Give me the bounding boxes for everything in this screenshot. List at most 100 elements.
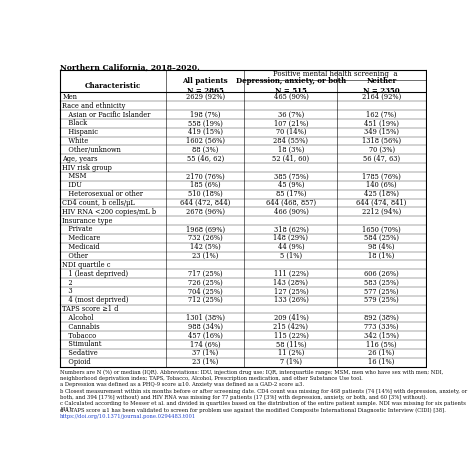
Text: 85 (17%): 85 (17%)	[276, 190, 306, 198]
Text: 116 (5%): 116 (5%)	[366, 341, 397, 349]
Text: IDU: IDU	[63, 181, 82, 189]
Text: 16 (1%): 16 (1%)	[368, 358, 395, 366]
Text: Medicaid: Medicaid	[63, 243, 100, 251]
Text: 466 (90%): 466 (90%)	[273, 208, 309, 216]
Text: Depression, anxiety, or both
N = 515: Depression, anxiety, or both N = 515	[236, 77, 346, 95]
Text: Race and ethnicity: Race and ethnicity	[63, 102, 126, 110]
Text: 2164 (92%): 2164 (92%)	[362, 93, 401, 101]
Text: Heterosexual or other: Heterosexual or other	[63, 190, 143, 198]
Text: Stimulant: Stimulant	[63, 341, 102, 349]
Text: 1301 (38%): 1301 (38%)	[186, 314, 225, 322]
Text: 198 (7%): 198 (7%)	[190, 111, 220, 119]
Text: 45 (9%): 45 (9%)	[278, 181, 304, 189]
Text: 4 (most deprived): 4 (most deprived)	[63, 296, 129, 304]
Text: 2212 (94%): 2212 (94%)	[362, 208, 401, 216]
Text: Sedative: Sedative	[63, 349, 98, 357]
Text: 70 (14%): 70 (14%)	[276, 128, 306, 136]
Text: 1 (least deprived): 1 (least deprived)	[63, 270, 128, 278]
Text: Characteristic: Characteristic	[85, 82, 141, 90]
Text: 55 (46, 62): 55 (46, 62)	[187, 155, 224, 163]
Text: TAPS score ≥1 d: TAPS score ≥1 d	[63, 305, 118, 313]
Text: 2: 2	[63, 278, 73, 286]
Text: 732 (26%): 732 (26%)	[188, 234, 223, 242]
Text: 143 (28%): 143 (28%)	[273, 278, 309, 286]
Text: Numbers are N (%) or median (IQR). Abbreviations: IDU, injection drug use; IQR, : Numbers are N (%) or median (IQR). Abbre…	[60, 370, 443, 380]
Text: 1785 (76%): 1785 (76%)	[362, 172, 401, 180]
Text: 26 (1%): 26 (1%)	[368, 349, 395, 357]
Text: 558 (19%): 558 (19%)	[188, 119, 223, 127]
Text: Medicare: Medicare	[63, 234, 100, 242]
Text: https://doi.org/10.1371/journal.pone.0294483.t001: https://doi.org/10.1371/journal.pone.029…	[60, 414, 196, 419]
Text: 318 (62%): 318 (62%)	[273, 226, 309, 234]
Text: Tobacco: Tobacco	[63, 332, 97, 340]
Text: 133 (26%): 133 (26%)	[273, 296, 309, 304]
Text: 342 (15%): 342 (15%)	[364, 332, 399, 340]
Text: 577 (25%): 577 (25%)	[365, 287, 399, 295]
Text: 2170 (76%): 2170 (76%)	[186, 172, 225, 180]
Text: 18 (1%): 18 (1%)	[368, 252, 395, 260]
Text: 644 (472, 844): 644 (472, 844)	[180, 199, 230, 207]
Text: 1650 (70%): 1650 (70%)	[362, 226, 401, 234]
Text: 115 (22%): 115 (22%)	[273, 332, 309, 340]
Text: 419 (15%): 419 (15%)	[188, 128, 223, 136]
Text: Hispanic: Hispanic	[63, 128, 98, 136]
Text: 644 (468, 857): 644 (468, 857)	[266, 199, 316, 207]
Text: 988 (34%): 988 (34%)	[188, 323, 223, 331]
Text: Neither
N = 2350: Neither N = 2350	[364, 77, 400, 95]
Text: a Depression was defined as a PHQ-9 score ≥10. Anxiety was defined as a GAD-2 sc: a Depression was defined as a PHQ-9 scor…	[60, 382, 304, 387]
Text: Asian or Pacific Islander: Asian or Pacific Islander	[63, 111, 151, 119]
Text: 98 (4%): 98 (4%)	[368, 243, 395, 251]
Text: 1318 (56%): 1318 (56%)	[362, 137, 401, 145]
Text: 18 (3%): 18 (3%)	[278, 146, 304, 154]
Text: Black: Black	[63, 119, 88, 127]
Text: c Calculated according to Messer et al. and divided in quartiles based on the di: c Calculated according to Messer et al. …	[60, 401, 466, 412]
Text: 23 (1%): 23 (1%)	[192, 358, 219, 366]
Text: 583 (25%): 583 (25%)	[364, 278, 399, 286]
Text: Insurance type: Insurance type	[63, 217, 113, 225]
Text: 111 (22%): 111 (22%)	[273, 270, 309, 278]
Text: MSM: MSM	[63, 172, 87, 180]
Text: 58 (11%): 58 (11%)	[276, 341, 306, 349]
Text: Men: Men	[63, 93, 77, 101]
Text: Other: Other	[63, 252, 88, 260]
Text: 892 (38%): 892 (38%)	[364, 314, 399, 322]
Text: 773 (33%): 773 (33%)	[365, 323, 399, 331]
Text: 7 (1%): 7 (1%)	[280, 358, 302, 366]
Text: b Closest measurement within six months before or after screening date. CD4 coun: b Closest measurement within six months …	[60, 389, 467, 400]
Text: 36 (7%): 36 (7%)	[278, 111, 304, 119]
Text: 70 (3%): 70 (3%)	[369, 146, 395, 154]
Text: 425 (18%): 425 (18%)	[364, 190, 399, 198]
Text: 174 (6%): 174 (6%)	[190, 341, 221, 349]
Text: 2629 (92%): 2629 (92%)	[186, 93, 225, 101]
Text: 726 (25%): 726 (25%)	[188, 278, 223, 286]
Text: HIV risk group: HIV risk group	[63, 163, 112, 171]
Text: 185 (6%): 185 (6%)	[190, 181, 221, 189]
Text: NDI quartile c: NDI quartile c	[63, 261, 111, 269]
Text: 606 (26%): 606 (26%)	[365, 270, 399, 278]
Text: 23 (1%): 23 (1%)	[192, 252, 219, 260]
Text: Other/unknown: Other/unknown	[63, 146, 121, 154]
Text: 284 (55%): 284 (55%)	[273, 137, 309, 145]
Text: Age, years: Age, years	[63, 155, 98, 163]
Text: 717 (25%): 717 (25%)	[188, 270, 223, 278]
Text: Positive mental health screening  a: Positive mental health screening a	[273, 70, 398, 78]
Text: Alcohol: Alcohol	[63, 314, 94, 322]
Text: 107 (21%): 107 (21%)	[273, 119, 308, 127]
Text: 215 (42%): 215 (42%)	[273, 323, 309, 331]
Text: 5 (1%): 5 (1%)	[280, 252, 302, 260]
Text: 349 (15%): 349 (15%)	[364, 128, 399, 136]
Text: 11 (2%): 11 (2%)	[278, 349, 304, 357]
Text: Northern California, 2018–2020.: Northern California, 2018–2020.	[60, 63, 200, 71]
Text: 162 (7%): 162 (7%)	[366, 111, 397, 119]
Text: d A TAPS score ≥1 has been validated to screen for problem use against the modif: d A TAPS score ≥1 has been validated to …	[60, 408, 446, 413]
Text: HIV RNA <200 copies/mL b: HIV RNA <200 copies/mL b	[63, 208, 156, 216]
Text: Opioid: Opioid	[63, 358, 91, 366]
Text: 140 (6%): 140 (6%)	[366, 181, 397, 189]
Text: Private: Private	[63, 226, 93, 234]
Text: 37 (1%): 37 (1%)	[192, 349, 219, 357]
Text: 584 (25%): 584 (25%)	[364, 234, 399, 242]
Text: Cannabis: Cannabis	[63, 323, 100, 331]
Text: 127 (25%): 127 (25%)	[273, 287, 309, 295]
Text: All patients
N = 2865: All patients N = 2865	[182, 77, 228, 95]
Text: 1602 (56%): 1602 (56%)	[186, 137, 225, 145]
